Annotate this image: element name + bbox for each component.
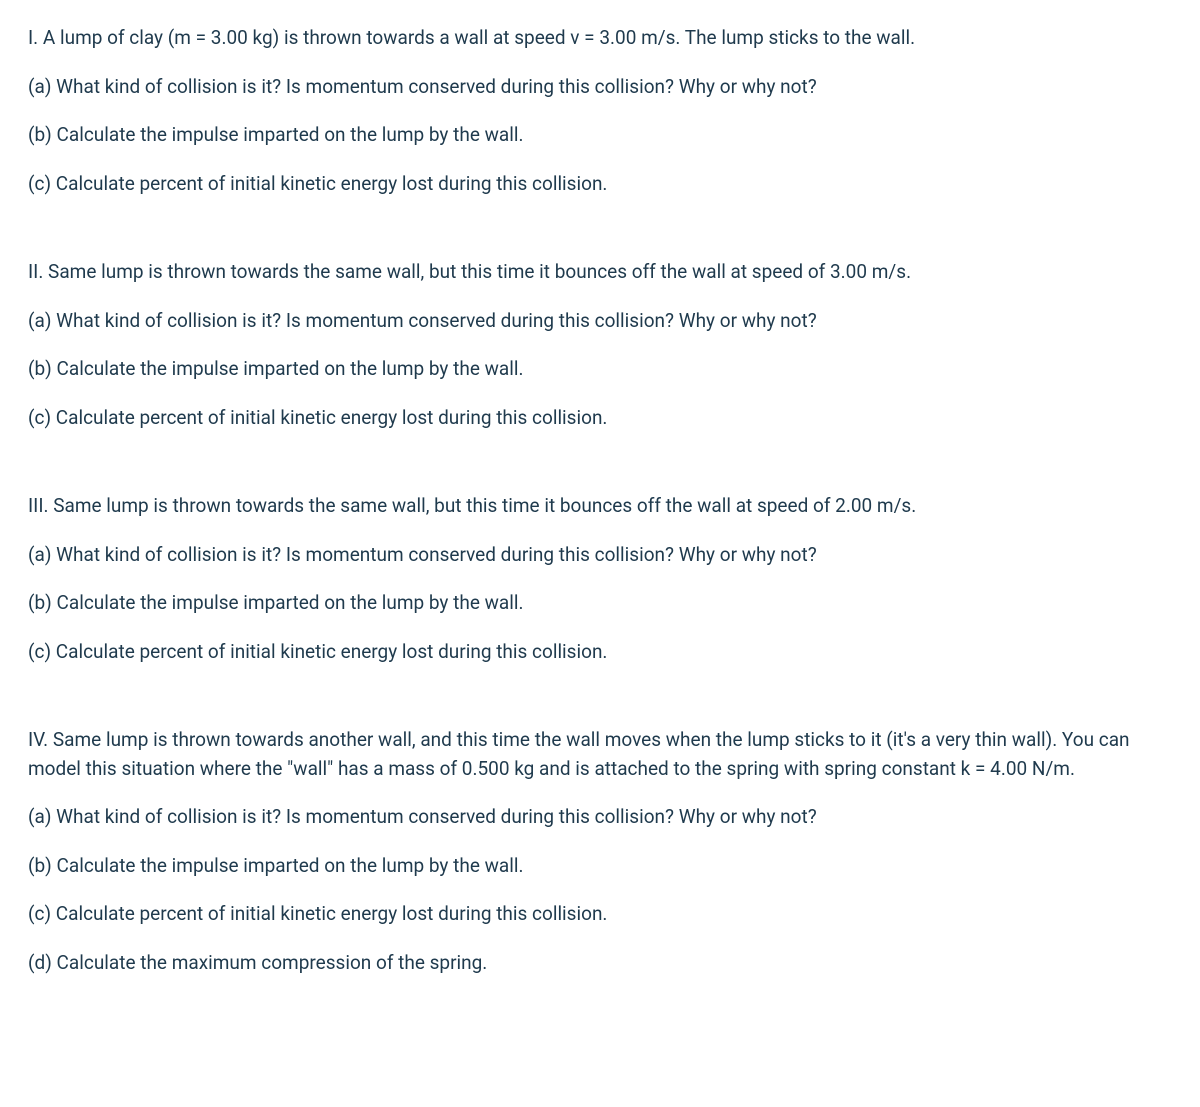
problem-3-a: (a) What kind of collision is it? Is mom… (28, 541, 1172, 570)
problem-1-a: (a) What kind of collision is it? Is mom… (28, 73, 1172, 102)
problem-3-b: (b) Calculate the impulse imparted on th… (28, 589, 1172, 618)
problem-4: IV. Same lump is thrown towards another … (28, 726, 1172, 977)
problem-3-intro: III. Same lump is thrown towards the sam… (28, 492, 1172, 521)
problem-4-d: (d) Calculate the maximum compression of… (28, 949, 1172, 978)
problem-1: I. A lump of clay (m = 3.00 kg) is throw… (28, 24, 1172, 198)
problem-2: II. Same lump is thrown towards the same… (28, 258, 1172, 432)
problem-4-intro: IV. Same lump is thrown towards another … (28, 726, 1172, 783)
problem-4-b: (b) Calculate the impulse imparted on th… (28, 852, 1172, 881)
problem-1-intro: I. A lump of clay (m = 3.00 kg) is throw… (28, 24, 1172, 53)
problem-1-b: (b) Calculate the impulse imparted on th… (28, 121, 1172, 150)
problem-1-c: (c) Calculate percent of initial kinetic… (28, 170, 1172, 199)
problem-2-b: (b) Calculate the impulse imparted on th… (28, 355, 1172, 384)
problem-3-c: (c) Calculate percent of initial kinetic… (28, 638, 1172, 667)
problem-2-a: (a) What kind of collision is it? Is mom… (28, 307, 1172, 336)
problem-3: III. Same lump is thrown towards the sam… (28, 492, 1172, 666)
problem-2-c: (c) Calculate percent of initial kinetic… (28, 404, 1172, 433)
problem-4-a: (a) What kind of collision is it? Is mom… (28, 803, 1172, 832)
problem-4-c: (c) Calculate percent of initial kinetic… (28, 900, 1172, 929)
problem-2-intro: II. Same lump is thrown towards the same… (28, 258, 1172, 287)
